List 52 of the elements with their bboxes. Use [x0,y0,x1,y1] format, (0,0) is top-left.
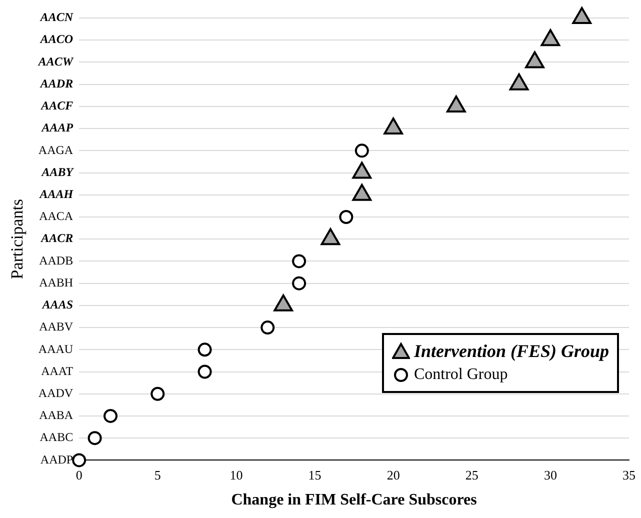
point [104,408,118,423]
point [540,29,560,46]
y-tick-label: AAAU [38,342,74,356]
y-tick-label: AACF [40,98,74,113]
point [292,254,306,268]
x-tick-label: 30 [544,467,557,482]
x-tick-label: 35 [622,467,636,482]
y-tick-label: AABC [40,430,74,444]
point [260,320,275,335]
point [150,386,165,401]
point [198,364,212,379]
y-tick-label: AAGA [38,142,74,157]
y-tick-label: AAAH [38,186,74,201]
point [292,276,306,290]
legend-label: Control Group [414,365,508,385]
point [339,210,354,224]
x-tick-label: 20 [386,467,400,482]
x-tick-label: 10 [230,467,243,482]
y-tick-label: AADP [40,452,74,466]
y-tick-label: AACW [37,54,74,68]
x-tick-label: 15 [308,467,322,482]
y-tick-label: AAAP [40,120,74,135]
point [72,453,86,468]
legend-label: Intervention (FES) Group [414,340,609,363]
y-tick-label: AACR [40,231,74,246]
y-tick-label: AADB [39,253,74,268]
y-tick-label: AABH [39,275,74,290]
point [352,162,372,179]
point [509,73,529,90]
y-tick-label: AAAS [41,298,74,312]
y-tick-label: AADR [39,76,74,90]
y-tick-label: AACN [39,10,74,24]
point [384,118,403,135]
y-tick-label: AACO [39,32,74,46]
y-tick-label: AABY [40,164,75,179]
y-tick-label: AAAT [41,364,74,378]
point [198,342,212,357]
point [88,431,102,446]
point [572,7,592,24]
point [352,184,372,201]
point [320,228,340,246]
x-tick-label: 0 [76,467,82,482]
y-tick-label: AACA [39,209,74,224]
point [525,51,544,68]
x-axis-title: Change in FIM Self-Care Subscores [231,492,477,509]
y-tick-label: AABV [39,320,74,334]
y-tick-label: AABA [39,408,74,422]
y-axis-title: Participants [8,198,27,280]
y-tick-label: AADV [38,386,74,400]
point [446,95,466,112]
x-tick-label: 25 [465,467,478,482]
x-tick-label: 5 [154,467,161,482]
